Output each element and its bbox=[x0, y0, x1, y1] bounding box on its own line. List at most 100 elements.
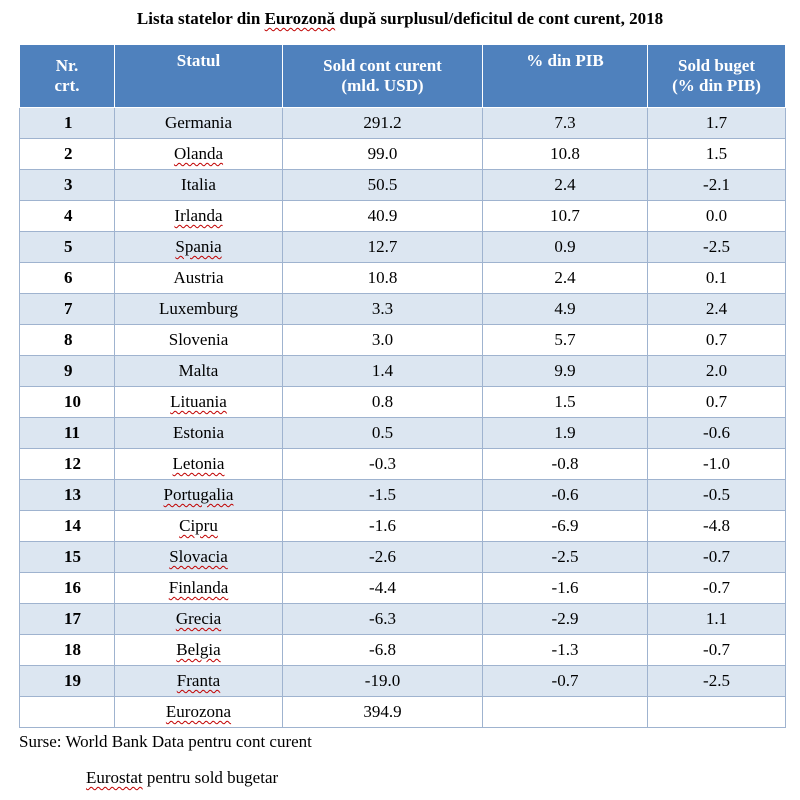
cell-pib: -2.5 bbox=[482, 541, 648, 573]
cell-pib: -1.3 bbox=[482, 634, 648, 666]
cell-statul: Cipru bbox=[114, 510, 283, 542]
table-row: 6 Austria 10.8 2.4 0.1 bbox=[19, 262, 786, 294]
cell-nr: 19 bbox=[19, 665, 115, 697]
cell-pib: 9.9 bbox=[482, 355, 648, 387]
cell-statul: Estonia bbox=[114, 417, 283, 449]
table-row: 11 Estonia 0.5 1.9 -0.6 bbox=[19, 417, 786, 449]
cell-sold-cont: -2.6 bbox=[282, 541, 483, 573]
source-line-2-mark: Eurostat bbox=[86, 768, 143, 787]
title-part-2: Eurozonă bbox=[264, 9, 336, 28]
cell-sold-buget: -0.7 bbox=[647, 634, 786, 666]
cell-nr: 3 bbox=[19, 169, 115, 201]
cell-pib: 1.5 bbox=[482, 386, 648, 418]
cell-sold-cont: 0.5 bbox=[282, 417, 483, 449]
total-row: Eurozona 394.9 bbox=[19, 696, 786, 728]
cell-statul: Portugalia bbox=[114, 479, 283, 511]
cell-pib bbox=[482, 696, 648, 728]
cell-statul: Olanda bbox=[114, 138, 283, 170]
cell-sold-cont: -0.3 bbox=[282, 448, 483, 480]
cell-pib: 2.4 bbox=[482, 169, 648, 201]
table-row: 7 Luxemburg 3.3 4.9 2.4 bbox=[19, 293, 786, 325]
table-row: 15 Slovacia -2.6 -2.5 -0.7 bbox=[19, 541, 786, 573]
cell-pib: -0.8 bbox=[482, 448, 648, 480]
cell-pib: -0.7 bbox=[482, 665, 648, 697]
cell-nr: 16 bbox=[19, 572, 115, 604]
cell-sold-cont: 40.9 bbox=[282, 200, 483, 232]
cell-sold-buget: -0.5 bbox=[647, 479, 786, 511]
header-sold-buget: Sold buget (% din PIB) bbox=[647, 44, 786, 108]
cell-statul: Slovacia bbox=[114, 541, 283, 573]
cell-nr: 8 bbox=[19, 324, 115, 356]
cell-pib: 2.4 bbox=[482, 262, 648, 294]
table-row: 9 Malta 1.4 9.9 2.0 bbox=[19, 355, 786, 387]
cell-sold-cont: 10.8 bbox=[282, 262, 483, 294]
cell-nr: 10 bbox=[19, 386, 115, 418]
cell-sold-buget: -1.0 bbox=[647, 448, 786, 480]
cell-nr: 9 bbox=[19, 355, 115, 387]
table-row: 5 Spania 12.7 0.9 -2.5 bbox=[19, 231, 786, 263]
cell-pib: 10.7 bbox=[482, 200, 648, 232]
cell-sold-cont: 0.8 bbox=[282, 386, 483, 418]
cell-sold-buget: -4.8 bbox=[647, 510, 786, 542]
cell-nr: 6 bbox=[19, 262, 115, 294]
table-row: 4 Irlanda 40.9 10.7 0.0 bbox=[19, 200, 786, 232]
cell-sold-buget: -0.7 bbox=[647, 541, 786, 573]
header-statul: Statul bbox=[114, 44, 283, 108]
cell-statul: Austria bbox=[114, 262, 283, 294]
cell-sold-cont: -19.0 bbox=[282, 665, 483, 697]
cell-pib: -6.9 bbox=[482, 510, 648, 542]
cell-sold-buget: 2.4 bbox=[647, 293, 786, 325]
cell-sold-buget: 2.0 bbox=[647, 355, 786, 387]
title-part-3: după surplusul/deficitul de cont curent,… bbox=[335, 9, 664, 28]
table-row: 14 Cipru -1.6 -6.9 -4.8 bbox=[19, 510, 786, 542]
cell-statul: Italia bbox=[114, 169, 283, 201]
header-pib: % din PIB bbox=[482, 44, 648, 108]
cell-nr: 5 bbox=[19, 231, 115, 263]
cell-sold-buget: 0.7 bbox=[647, 324, 786, 356]
cell-nr: 1 bbox=[19, 107, 115, 139]
cell-statul: Irlanda bbox=[114, 200, 283, 232]
table-row: 16 Finlanda -4.4 -1.6 -0.7 bbox=[19, 572, 786, 604]
cell-sold-buget bbox=[647, 696, 786, 728]
cell-nr: 2 bbox=[19, 138, 115, 170]
cell-sold-cont: -4.4 bbox=[282, 572, 483, 604]
cell-statul: Belgia bbox=[114, 634, 283, 666]
header-sold-cont: Sold cont curent (mld. USD) bbox=[282, 44, 483, 108]
cell-statul: Spania bbox=[114, 231, 283, 263]
eurozone-table: Nr. crt. Statul Sold cont curent (mld. USD… bbox=[19, 44, 786, 728]
cell-nr: 11 bbox=[19, 417, 115, 449]
cell-sold-cont: 394.9 bbox=[282, 696, 483, 728]
cell-sold-cont: -6.3 bbox=[282, 603, 483, 635]
cell-sold-cont: -6.8 bbox=[282, 634, 483, 666]
header-row: Nr. crt. Statul Sold cont curent (mld. USD… bbox=[19, 44, 786, 108]
cell-pib: 10.8 bbox=[482, 138, 648, 170]
table-row: 13 Portugalia -1.5 -0.6 -0.5 bbox=[19, 479, 786, 511]
cell-sold-cont: 12.7 bbox=[282, 231, 483, 263]
cell-pib: 1.9 bbox=[482, 417, 648, 449]
cell-nr: 13 bbox=[19, 479, 115, 511]
cell-nr: 15 bbox=[19, 541, 115, 573]
cell-pib: 4.9 bbox=[482, 293, 648, 325]
table-row: 12 Letonia -0.3 -0.8 -1.0 bbox=[19, 448, 786, 480]
title-part-1: Lista statelor din bbox=[136, 9, 265, 28]
source-line-2: Eurostat pentru sold bugetar bbox=[86, 768, 278, 788]
cell-nr: 7 bbox=[19, 293, 115, 325]
cell-sold-cont: 291.2 bbox=[282, 107, 483, 139]
cell-statul: Germania bbox=[114, 107, 283, 139]
cell-sold-buget: -0.7 bbox=[647, 572, 786, 604]
cell-sold-buget: -2.5 bbox=[647, 231, 786, 263]
cell-nr: 18 bbox=[19, 634, 115, 666]
cell-statul: Eurozona bbox=[114, 696, 283, 728]
cell-statul: Finlanda bbox=[114, 572, 283, 604]
cell-pib: -1.6 bbox=[482, 572, 648, 604]
cell-pib: -0.6 bbox=[482, 479, 648, 511]
header-nr: Nr. crt. bbox=[19, 44, 115, 108]
cell-statul: Grecia bbox=[114, 603, 283, 635]
cell-pib: 0.9 bbox=[482, 231, 648, 263]
cell-sold-buget: 1.1 bbox=[647, 603, 786, 635]
cell-nr: 4 bbox=[19, 200, 115, 232]
cell-statul: Lituania bbox=[114, 386, 283, 418]
table-title: Lista statelor din Eurozonă după surplus… bbox=[0, 8, 800, 30]
table-row: 17 Grecia -6.3 -2.9 1.1 bbox=[19, 603, 786, 635]
cell-nr bbox=[19, 696, 115, 728]
